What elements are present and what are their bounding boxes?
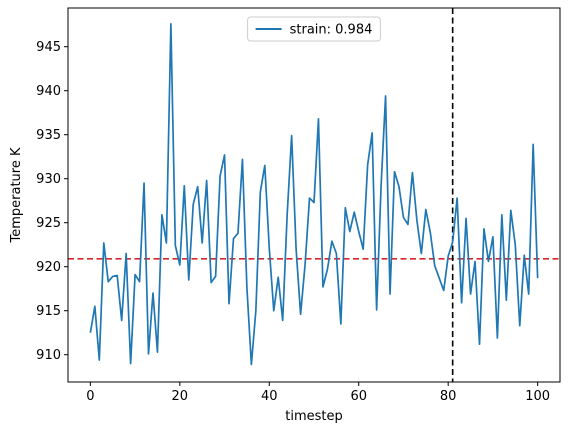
x-axis: 0 20 40 60 80 100 xyxy=(86,382,550,404)
x-tick-label: 20 xyxy=(172,389,189,404)
x-tick-label: 0 xyxy=(86,389,94,404)
x-axis-label: timestep xyxy=(285,409,343,424)
y-tick-label: 910 xyxy=(36,348,61,363)
series-layer xyxy=(89,22,539,366)
y-tick-label: 945 xyxy=(36,40,61,55)
y-axis: 910 915 920 925 930 935 940 945 xyxy=(36,40,68,363)
x-tick-label: 80 xyxy=(440,389,457,404)
y-tick-label: 930 xyxy=(36,172,61,187)
x-tick-label: 40 xyxy=(261,389,278,404)
y-tick-label: 940 xyxy=(36,84,61,99)
y-axis-label: Temperature K xyxy=(9,147,24,243)
x-tick-label: 100 xyxy=(525,389,550,404)
legend-label: strain: 0.984 xyxy=(290,23,373,38)
axes-frame xyxy=(67,7,561,383)
x-tick-label: 60 xyxy=(350,389,367,404)
legend: strain: 0.984 xyxy=(247,16,381,42)
y-tick-label: 925 xyxy=(36,216,61,231)
y-tick-label: 920 xyxy=(36,260,61,275)
y-tick-label: 915 xyxy=(36,304,61,319)
series-line xyxy=(89,22,539,366)
y-tick-label: 935 xyxy=(36,128,61,143)
legend-box xyxy=(247,16,381,42)
reference-lines xyxy=(68,8,560,382)
